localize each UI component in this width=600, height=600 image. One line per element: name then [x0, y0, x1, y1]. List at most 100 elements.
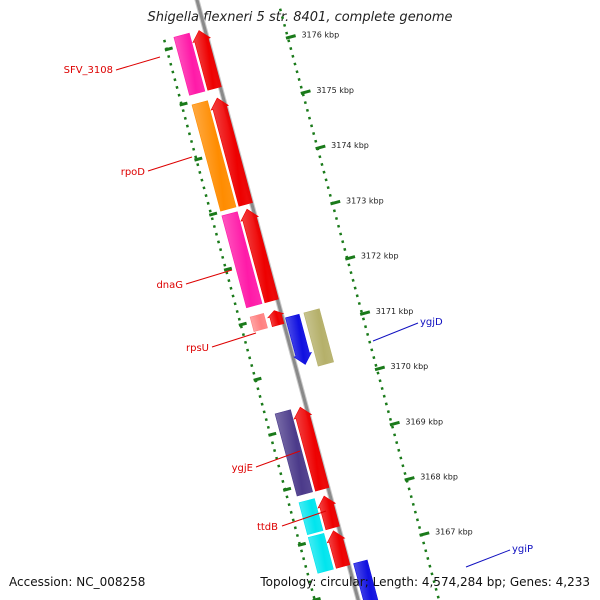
label-leader-line [281, 510, 327, 527]
rpoD-cds[interactable] [191, 100, 237, 212]
tick-dot [285, 495, 289, 499]
ygjE-gene[interactable] [293, 406, 330, 492]
tick-dot [237, 317, 241, 321]
gene-label-rpod[interactable]: rpoD [121, 167, 146, 178]
tick-dot [370, 348, 374, 352]
tick-dot [295, 533, 299, 538]
topology-value: circular [320, 575, 365, 589]
tick-dot [308, 580, 312, 584]
tick-dot [173, 78, 177, 82]
tick-dot [192, 147, 196, 151]
gene-label-sfv_3108[interactable]: SFV_3108 [64, 65, 113, 76]
tick-dot [219, 248, 223, 252]
label-leader-line [115, 56, 161, 71]
tick-dot [374, 363, 378, 367]
tick-dot [273, 449, 277, 453]
tick-dot [312, 595, 316, 599]
ttdB-gene-1[interactable] [317, 495, 340, 531]
major-tick [208, 211, 218, 217]
tick-dot [303, 101, 307, 105]
tick-dot [231, 294, 235, 298]
label-leader-line [185, 269, 233, 285]
tick-dot [264, 418, 268, 422]
tick-dot [386, 410, 390, 414]
tick-dot [328, 193, 332, 197]
tick-track-kbp [278, 8, 440, 599]
gene-label-ygjd[interactable]: ygjD [420, 317, 443, 328]
tick-dot [287, 503, 291, 507]
map-title: Shigella flexneri 5 str. 8401, complete … [147, 10, 453, 25]
kbp-tick [359, 310, 371, 316]
gene-label-ygje[interactable]: ygjE [232, 463, 253, 474]
tick-dot [279, 472, 283, 476]
tick-dot [407, 487, 411, 491]
ttdB-gene-2[interactable] [326, 530, 351, 569]
ygjD-gene[interactable] [285, 313, 312, 365]
tick-dot [214, 232, 218, 236]
tick-dot [202, 186, 206, 190]
tick-dot [417, 526, 422, 530]
major-tick [164, 46, 174, 52]
tick-dot [343, 247, 347, 251]
kbp-tick [344, 255, 356, 261]
rpsU-gene[interactable] [267, 310, 285, 327]
accession-info: Accession: NC_008258 [9, 575, 145, 589]
tick-dot [260, 402, 264, 406]
tick-dot [280, 16, 285, 20]
ttdB-cds-2[interactable] [307, 533, 334, 574]
tick-dot [266, 425, 270, 429]
gene-label-dnag[interactable]: dnaG [156, 280, 183, 291]
tick-dot [339, 232, 343, 236]
tick-dot [270, 441, 275, 445]
rpoD-gene[interactable] [210, 97, 253, 207]
major-tick [297, 541, 307, 547]
tick-dot [434, 587, 438, 591]
tick-dot [289, 510, 293, 514]
SFV_3108-cds[interactable] [173, 32, 206, 96]
SFV_3108-gene[interactable] [192, 30, 222, 91]
ygjD-cds[interactable] [303, 308, 334, 367]
tick-dot [181, 109, 185, 113]
label-leader-line [255, 450, 301, 468]
ygiP-gene[interactable] [353, 559, 381, 600]
dnaG-gene[interactable] [240, 208, 279, 304]
tick-dot [326, 186, 330, 190]
tick-dot [299, 85, 303, 89]
tick-dot [169, 62, 173, 66]
kbp-tick-label: 3172 kbp [361, 252, 399, 261]
major-tick [312, 596, 321, 600]
gene-labels: SFV_3108 rpoD dnaG rpsU ygjE ttdB ygjD ygiP [64, 56, 533, 568]
kbp-tick [389, 420, 400, 427]
rpsU-cds[interactable] [249, 313, 268, 332]
kbp-tick [285, 34, 297, 40]
tick-dot [415, 518, 419, 522]
kbp-tick [404, 476, 415, 482]
tick-dot [227, 279, 231, 283]
major-tick [253, 376, 262, 382]
gene-label-rpsu[interactable]: rpsU [186, 343, 209, 354]
tick-dot [291, 518, 295, 522]
kbp-tick-label: 3176 kbp [301, 31, 339, 40]
major-tick [268, 431, 277, 437]
tick-dot [307, 116, 312, 120]
dnaG-cds[interactable] [221, 211, 263, 309]
tick-dot [372, 356, 376, 360]
tick-dot [397, 448, 401, 452]
gene-label-ttdb[interactable]: ttdB [257, 522, 278, 533]
kbp-tick-label: 3175 kbp [316, 86, 354, 95]
tick-dot [324, 178, 328, 182]
gene-label-ygip[interactable]: ygiP [512, 544, 533, 555]
tick-dot [310, 124, 314, 128]
tick-dot [391, 425, 395, 429]
accession-value: NC_008258 [76, 575, 146, 589]
tick-dot [229, 286, 233, 290]
major-tick [223, 266, 233, 272]
length-value: 4,574,284 bp [421, 575, 502, 589]
kbp-tick-label: 3174 kbp [331, 141, 369, 150]
tick-dot [318, 155, 322, 159]
tick-dot [297, 77, 301, 81]
tick-dot [250, 364, 254, 368]
tick-dot [424, 549, 428, 553]
tick-dot [403, 471, 407, 476]
genes-value: 4,233 [555, 575, 590, 589]
